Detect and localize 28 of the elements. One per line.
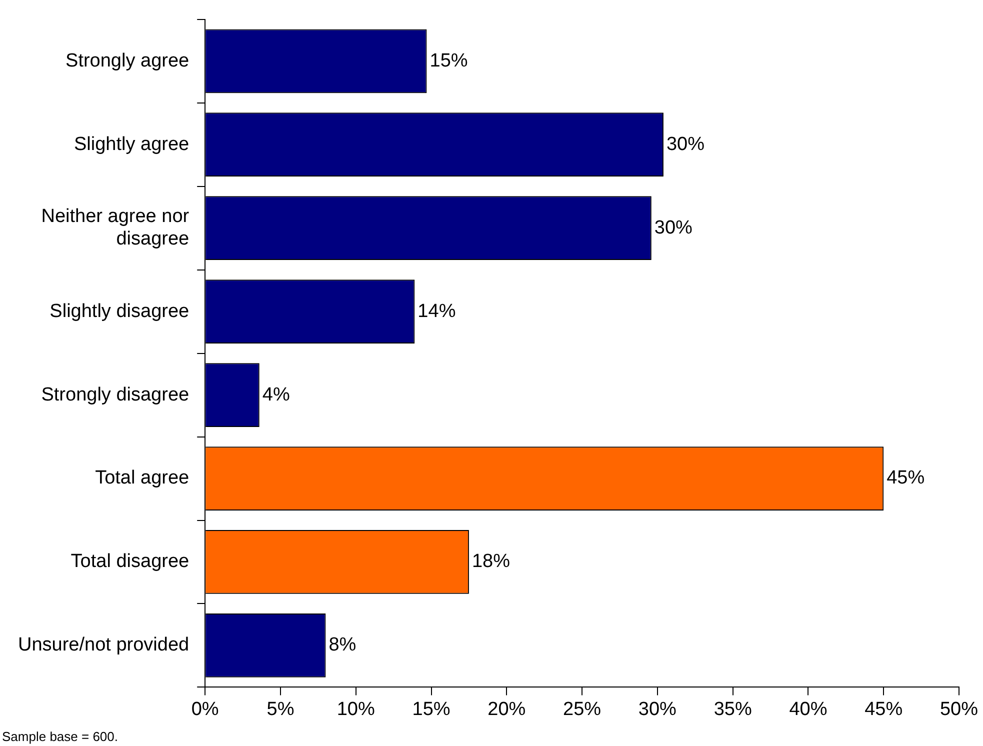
x-tick-label: 20% [488,698,526,720]
x-tick-label: 30% [638,698,677,720]
x-tick-label: 25% [563,698,602,720]
x-tick-label: 45% [864,698,903,720]
data-label: 8% [328,634,356,656]
y-tick-label: Total disagree [70,551,190,572]
data-label: 30% [654,217,693,238]
y-tick-label: Neither agree nor disagree [41,206,190,250]
data-label: 14% [418,300,456,322]
data-label: 15% [430,50,468,72]
data-label: 4% [262,384,290,406]
y-tick-label: Strongly agree [66,50,190,72]
data-label: 30% [666,134,705,155]
y-tick-label: Strongly disagree [41,384,190,406]
y-tick-label: Total agree [95,468,190,489]
y-tick-label: Unsure/not provided [18,634,190,656]
x-tick-label: 40% [789,698,828,720]
text: Sample base = 600. [2,729,118,744]
x-tick-label: 15% [412,698,450,720]
data-label: 45% [886,468,925,489]
x-tick-label: 35% [714,698,752,720]
y-tick-label: Slightly agree [74,134,190,155]
x-tick-label: 10% [336,698,375,720]
data-label: 18% [472,551,510,572]
x-tick-label: 0% [191,698,219,720]
x-tick-label: 50% [940,698,978,720]
y-tick-label: Slightly disagree [50,300,190,322]
x-tick-label: 5% [266,698,294,720]
